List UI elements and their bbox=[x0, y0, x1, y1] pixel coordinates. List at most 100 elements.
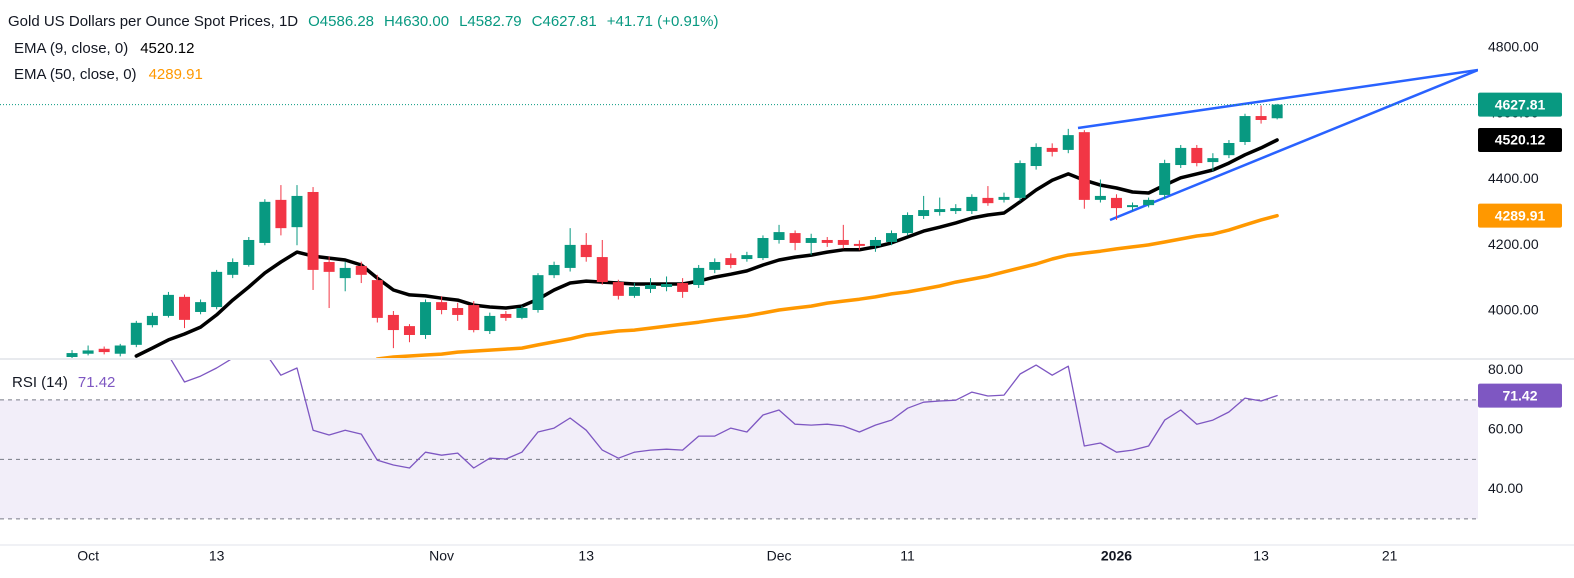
legend-value: 71.42 bbox=[78, 374, 116, 391]
candle-body bbox=[436, 302, 448, 311]
candle-body bbox=[869, 239, 881, 246]
candle-body bbox=[1030, 146, 1042, 167]
trend-line-upper bbox=[1077, 68, 1478, 130]
candle-body bbox=[114, 345, 126, 354]
candle-body bbox=[468, 305, 480, 331]
chart-title: Gold US Dollars per Ounce Spot Prices, 1… bbox=[8, 13, 298, 30]
candle-body bbox=[403, 326, 415, 335]
candle-body bbox=[773, 232, 785, 240]
candle-body bbox=[1207, 158, 1219, 163]
candle-body bbox=[452, 308, 464, 315]
candle-body bbox=[725, 258, 737, 265]
candle-body bbox=[998, 196, 1010, 200]
candle-body bbox=[1143, 199, 1155, 206]
candle-body bbox=[179, 296, 191, 320]
ohlc-value: H4630.00 bbox=[384, 13, 449, 30]
candle-body bbox=[66, 353, 78, 358]
candle-body bbox=[307, 191, 319, 270]
candle-body bbox=[162, 294, 174, 316]
ohlc-value: O4586.28 bbox=[308, 13, 374, 30]
candle-body bbox=[1127, 205, 1139, 208]
candle-body bbox=[484, 315, 496, 332]
candle-body bbox=[1239, 116, 1251, 143]
legend-name: EMA (9, close, 0) bbox=[14, 40, 128, 57]
candle-body bbox=[1046, 147, 1058, 152]
candle-body bbox=[339, 267, 351, 279]
candle-body bbox=[693, 267, 705, 286]
candle-body bbox=[950, 208, 962, 212]
candle-body bbox=[1159, 163, 1171, 195]
candle-body bbox=[259, 201, 271, 243]
candle-body bbox=[741, 255, 753, 260]
candle-body bbox=[709, 262, 721, 270]
candle-body bbox=[1062, 135, 1074, 150]
price-tag-bg bbox=[1478, 92, 1562, 117]
y-tick-label: 80.00 bbox=[1488, 361, 1523, 377]
price-tag: 4289.91 bbox=[1495, 207, 1546, 223]
x-tick-label: 13 bbox=[209, 548, 225, 564]
candle-body bbox=[789, 233, 801, 243]
legend-name: EMA (50, close, 0) bbox=[14, 66, 137, 83]
x-tick-label: Nov bbox=[429, 548, 454, 564]
candle-body bbox=[564, 244, 576, 268]
candle-body bbox=[1191, 147, 1203, 164]
candle-body bbox=[500, 313, 512, 318]
x-tick-label: 2026 bbox=[1101, 548, 1132, 564]
candle-body bbox=[628, 286, 640, 296]
candle-body bbox=[966, 196, 978, 212]
candle-body bbox=[677, 283, 689, 292]
price-pane bbox=[0, 68, 1478, 358]
candle-body bbox=[612, 282, 624, 296]
candle-body bbox=[886, 233, 898, 242]
candle-body bbox=[596, 257, 608, 283]
ohlc-value: +41.71 (+0.91%) bbox=[607, 13, 719, 30]
price-tag: 4627.81 bbox=[1495, 96, 1546, 112]
x-tick-label: 13 bbox=[1253, 548, 1269, 564]
x-tick-label: 13 bbox=[578, 548, 594, 564]
candle-body bbox=[387, 314, 399, 331]
candle-body bbox=[548, 264, 560, 276]
candle-body bbox=[837, 239, 849, 245]
candle-body bbox=[1223, 143, 1235, 156]
candle-body bbox=[757, 238, 769, 259]
price-tag-bg bbox=[1478, 128, 1562, 153]
candle-body bbox=[532, 275, 544, 311]
candle-body bbox=[982, 197, 994, 204]
y-tick-label: 4400.00 bbox=[1488, 170, 1539, 186]
rsi-tag-bg bbox=[1478, 383, 1562, 408]
candle-body bbox=[211, 271, 223, 308]
ohlc-value: L4582.79 bbox=[459, 13, 522, 30]
candle-body bbox=[323, 262, 335, 272]
legend-value: 4520.12 bbox=[140, 40, 194, 57]
y-tick-label: 4800.00 bbox=[1488, 39, 1539, 55]
legend-bg bbox=[4, 372, 136, 394]
x-tick-label: 21 bbox=[1382, 548, 1398, 564]
y-tick-label: 40.00 bbox=[1488, 480, 1523, 496]
y-tick-label: 4200.00 bbox=[1488, 236, 1539, 252]
rsi-pane bbox=[0, 360, 1478, 520]
line-series bbox=[375, 213, 1279, 358]
x-tick-label: 11 bbox=[900, 548, 915, 564]
candle-body bbox=[243, 239, 255, 265]
candle-body bbox=[355, 265, 367, 275]
candle-body bbox=[82, 350, 94, 354]
x-tick-label: Dec bbox=[767, 548, 792, 564]
candle-body bbox=[661, 284, 673, 287]
candle-body bbox=[227, 262, 239, 275]
candle-body bbox=[580, 244, 592, 258]
legend-name: RSI (14) bbox=[12, 374, 68, 391]
candle-body bbox=[644, 285, 656, 289]
candle-body bbox=[902, 214, 914, 234]
overlay: Oct 13 Nov 13 Dec 11 2026 13 21 4000.00 4200.00 440… bbox=[4, 13, 1562, 564]
candle-body bbox=[1271, 104, 1283, 119]
candle-body bbox=[275, 199, 287, 229]
candle-body bbox=[1110, 197, 1122, 209]
candle-body bbox=[821, 239, 833, 243]
candle-body bbox=[934, 209, 946, 213]
ohlc-value: C4627.81 bbox=[532, 13, 597, 30]
rsi-tag: 71.42 bbox=[1502, 387, 1537, 403]
candle-body bbox=[130, 322, 142, 345]
